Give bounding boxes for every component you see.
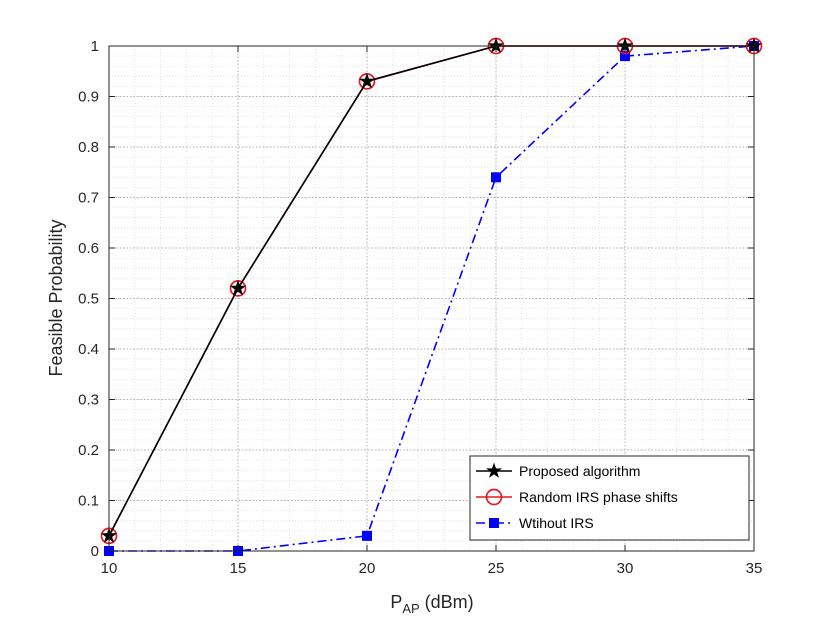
y-tick-label: 0.2 [78,442,99,459]
x-tick-label: 30 [617,560,634,577]
x-tick-label: 10 [101,560,118,577]
x-axis-title: PAP (dBm) [390,592,473,616]
y-tick-label: 0.6 [78,240,99,257]
legend-box [469,455,750,541]
legend-marker-2 [485,488,503,506]
legend-label-3: Wtihout IRS [519,515,594,531]
x-tick-label: 20 [359,560,376,577]
legend-marker-3 [489,518,499,528]
y-tick-label: 0.4 [78,341,99,358]
series-3-point [491,172,501,183]
x-axis-title-sub: AP [402,601,419,616]
legend-label-1: Proposed algorithm [519,463,640,479]
y-tick-label: 0.3 [78,392,99,409]
y-tick-label: 1 [91,38,99,55]
x-axis-title-main: P [390,592,402,612]
y-axis-title: Feasible Probability [46,219,66,376]
legend-label-2: Random IRS phase shifts [519,489,678,505]
series-1-point [359,72,375,89]
series-1-point [230,279,246,296]
axes [108,45,755,552]
x-tick-label: 15 [230,560,247,577]
y-tick-label: 0 [91,543,99,560]
y-tick-label: 0.8 [78,139,99,156]
legend: Proposed algorithm Random IRS phase shift… [469,455,750,541]
x-tick-label: 25 [488,560,505,577]
x-axis-title-suffix: (dBm) [425,592,474,612]
x-tick-label: 35 [746,560,763,577]
y-tick-label: 0.5 [78,291,99,308]
series-3-line [109,45,755,552]
y-tick-label: 0.7 [78,190,99,207]
series-3-point [362,530,372,541]
legend-marker-1 [486,462,502,478]
tick-labels: 10 15 20 25 30 35 0 0.1 0.2 0.3 0.4 0.5 0.6 0.7 0.8 0.9… [78,38,762,577]
y-tick-label: 0.1 [78,493,99,510]
y-tick-label: 0.9 [78,89,99,106]
